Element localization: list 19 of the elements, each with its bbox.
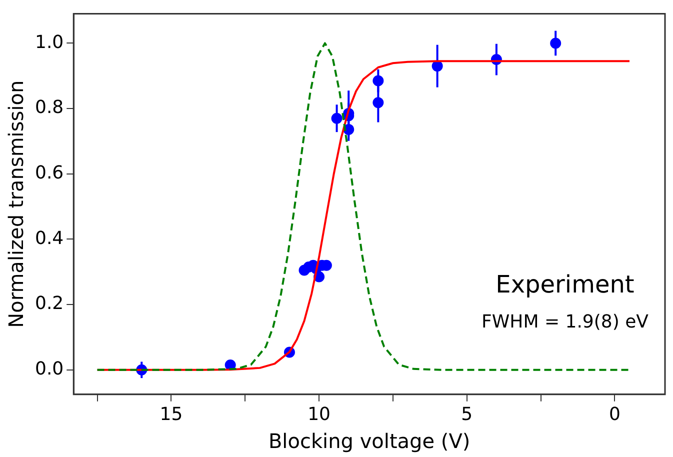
y-tick-label: 0.0 <box>34 358 64 380</box>
y-tick-label: 0.2 <box>34 293 64 314</box>
x-tick-label: 5 <box>461 404 473 425</box>
x-tick-label: 10 <box>308 404 330 425</box>
x-axis-title: Blocking voltage (V) <box>268 429 470 454</box>
x-tick-label: 15 <box>160 404 183 425</box>
y-tick-label: 1.0 <box>34 32 64 53</box>
point <box>331 112 342 124</box>
y-tick-label: 0.4 <box>34 228 64 249</box>
y-tick-label: 0.6 <box>34 162 64 184</box>
y-tick-label: 0.8 <box>34 97 64 118</box>
y-axis-title: Normalized transmission <box>4 80 28 328</box>
annotation: Experiment <box>496 270 634 298</box>
point <box>432 60 443 72</box>
point <box>372 97 384 108</box>
point <box>372 75 384 86</box>
point <box>550 38 562 49</box>
x-tick-label: 0 <box>609 404 620 425</box>
annotation: FWHM = 1.9(8) eV <box>482 311 650 332</box>
